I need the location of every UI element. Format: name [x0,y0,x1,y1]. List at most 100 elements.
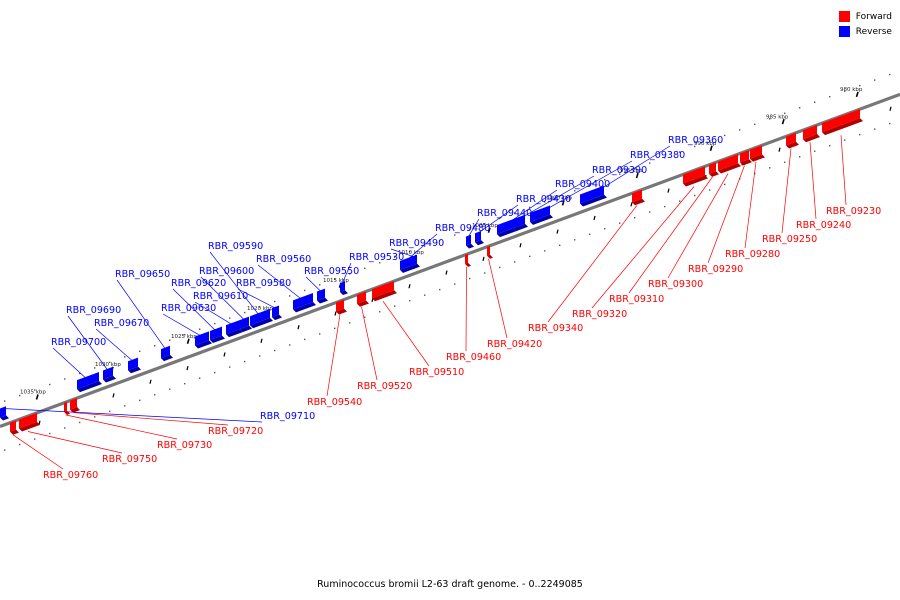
kbp-label: 980 kbp [840,87,863,93]
guide-dot-top [679,151,681,153]
forward-gene [750,145,762,159]
gene-shadow [70,407,80,413]
leader-line-reverse [405,233,438,262]
guide-dot-bottom [649,211,651,213]
guide-dot-bottom [199,377,201,379]
guide-dot-bottom [439,288,441,291]
leader-line-reverse [116,279,166,350]
guide-dot-top [109,361,111,364]
kbp-major-tick [35,394,39,400]
kbp-minor-tick [112,393,115,398]
kbp-minor-tick [889,106,892,111]
label-leader-lines [2,135,847,470]
gene-label-forward: RBR_09310 [609,294,664,305]
gene-shadow [718,163,741,174]
gene-shadow [411,263,420,269]
guide-dot-bottom [49,432,51,435]
guide-dot-bottom [694,194,696,197]
guide-dot-bottom [379,311,381,313]
gene-shadow [740,159,752,166]
forward-gene [10,420,16,432]
leader-line-forward [809,142,817,220]
gene-label-reverse: RBR_09380 [630,150,685,161]
guide-dot-bottom [364,316,366,318]
guide-dot-top [154,345,156,347]
guide-dot-top [844,90,846,92]
kbp-major-tick [561,200,565,206]
kbp-minor-tick [260,338,263,343]
gene-shadow [64,410,70,415]
forward-gene [803,125,817,140]
guide-dot-bottom [259,355,261,357]
gene-label-reverse: RBR_09630 [161,303,216,314]
gene-label-reverse: RBR_09560 [256,254,311,265]
gene-label-reverse: RBR_09440 [477,208,532,219]
guide-dot-bottom [64,427,66,429]
leader-line-reverse [257,264,304,301]
gene-shadow [10,429,19,435]
guide-dot-top [604,179,606,181]
guide-dot-top [724,134,726,137]
gene-shadow [161,354,173,362]
leader-line-reverse [342,262,352,284]
gene-label-reverse: RBR_09710 [260,411,315,422]
legend-forward: Forward [838,9,892,24]
leader-line-forward [12,434,64,470]
gene-label-forward: RBR_09750 [102,454,157,465]
reverse-gene [210,326,222,341]
legend-forward-label: Forward [855,11,892,22]
kbp-label: 985 kbp [766,114,789,120]
guide-dot-bottom [859,133,861,136]
kbp-major-tick [855,91,859,98]
kbp-minor-tick [482,256,485,262]
gene-label-forward: RBR_09460 [446,352,501,363]
guide-dot-top [349,273,351,275]
guide-dot-top [214,322,216,325]
leader-line-forward [628,176,713,294]
gene-label-forward: RBR_09540 [307,397,362,408]
guide-dot-top [259,306,261,308]
gene-label-forward: RBR_09320 [572,309,627,320]
gene-shadow [226,328,243,338]
gene-label-reverse: RBR_09650 [115,269,170,280]
guide-dot-bottom [889,122,891,125]
gene-shadow [357,300,369,307]
gene-shadow [683,175,708,187]
kbp-minor-tick [519,243,522,248]
kbp-minor-tick [556,229,559,234]
guide-dot-top [544,201,546,203]
guide-dot-top [274,300,276,303]
leader-line-reverse [468,218,480,237]
kbp-major-tick [635,172,639,179]
gene-label-reverse: RBR_09390 [592,165,647,176]
forward-gene [632,189,642,203]
kbp-major-tick [781,118,785,125]
guide-dot-top [814,101,816,103]
guide-dot-top [34,389,36,391]
forward-gene [70,398,77,410]
gene-shadow [822,118,863,136]
guide-dot-bottom [184,383,186,385]
kbp-label: 1010 kbp [398,250,424,256]
legend-reverse: Reverse [838,24,892,39]
kbp-minor-tick [593,215,596,221]
guide-dot-top [829,95,831,98]
gene-shadow [803,134,820,143]
guide-dot-top [124,356,126,358]
guide-dot-top [394,256,396,258]
gene-label-reverse: RBR_09490 [389,238,444,249]
guide-dot-top [424,245,426,247]
kbp-minor-tick [223,352,226,357]
forward-gene [786,132,796,146]
leader-line-reverse [518,175,595,220]
guide-dot-bottom [499,266,501,269]
guide-dot-top [619,173,621,175]
reverse-gene [272,305,279,318]
gene-label-reverse: RBR_09430 [516,194,571,205]
leader-line-forward [744,161,757,249]
guide-dot-bottom [709,189,711,191]
gene-label-forward: RBR_09760 [43,470,98,481]
gene-label-forward: RBR_09290 [688,264,743,275]
kbp-minor-tick [334,311,337,316]
gene-label-reverse: RBR_09590 [208,241,263,252]
